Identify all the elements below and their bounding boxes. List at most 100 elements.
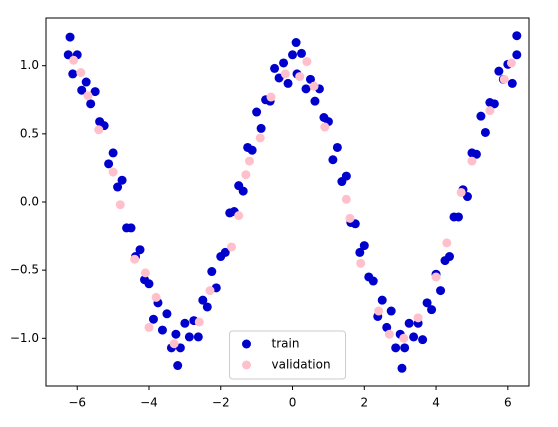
point <box>194 317 204 327</box>
point <box>94 125 104 135</box>
point <box>442 238 452 248</box>
point <box>436 286 446 296</box>
y-tick-label: −0.5 <box>10 263 39 277</box>
point <box>422 298 432 308</box>
x-tick-label: −6 <box>68 396 86 410</box>
point <box>305 74 315 84</box>
point <box>126 223 136 233</box>
point <box>418 335 428 345</box>
point <box>467 156 477 166</box>
legend-label: train <box>272 337 300 351</box>
point <box>113 182 123 192</box>
point <box>356 258 366 268</box>
point <box>485 106 495 116</box>
point <box>68 69 78 79</box>
x-tick-label: 0 <box>289 396 297 410</box>
point <box>413 313 423 323</box>
point <box>404 318 414 328</box>
point <box>399 333 409 343</box>
point <box>476 111 486 121</box>
point <box>81 77 91 87</box>
legend-marker <box>242 339 251 349</box>
point <box>193 332 203 342</box>
point <box>65 32 75 42</box>
point <box>115 200 125 210</box>
point <box>220 247 230 257</box>
point <box>283 78 293 88</box>
point <box>368 276 378 286</box>
point <box>288 50 298 60</box>
point <box>494 66 504 76</box>
point <box>397 363 407 373</box>
point <box>499 74 509 84</box>
point <box>234 211 244 221</box>
point <box>144 279 154 289</box>
point <box>427 305 437 315</box>
point <box>507 78 517 88</box>
point <box>309 81 319 91</box>
point <box>108 148 118 158</box>
point <box>135 245 145 255</box>
point <box>332 142 342 152</box>
x-tick-label: 4 <box>432 396 440 410</box>
point <box>480 127 490 137</box>
point <box>83 91 93 101</box>
point <box>382 322 392 332</box>
point <box>341 171 351 181</box>
point <box>302 57 312 67</box>
point <box>252 107 262 117</box>
y-tick-label: 0.5 <box>20 126 39 140</box>
point <box>171 329 181 339</box>
x-tick-label: 6 <box>504 396 512 410</box>
y-tick-label: 0.0 <box>20 195 39 209</box>
legend-marker <box>242 360 251 370</box>
point <box>359 241 369 251</box>
point <box>280 69 290 79</box>
point <box>471 149 481 159</box>
x-tick-label: −4 <box>140 396 158 410</box>
x-tick-label: 2 <box>360 396 368 410</box>
point <box>151 292 161 302</box>
point <box>386 306 396 316</box>
y-tick-label: 1.0 <box>20 58 39 72</box>
point <box>512 50 522 60</box>
point <box>90 87 100 97</box>
point <box>255 133 265 143</box>
point <box>301 84 311 94</box>
point <box>207 267 217 277</box>
point <box>76 68 86 78</box>
point <box>431 272 441 282</box>
point <box>355 247 365 257</box>
point <box>345 213 355 223</box>
point <box>205 286 215 296</box>
point <box>341 194 351 204</box>
point <box>256 123 266 133</box>
point <box>279 58 289 68</box>
y-tick-label: −1.0 <box>10 331 39 345</box>
point <box>238 186 248 196</box>
point <box>445 252 455 262</box>
point <box>247 145 257 155</box>
point <box>86 99 96 109</box>
point <box>162 309 172 319</box>
point <box>409 332 419 342</box>
legend-label: validation <box>272 358 331 372</box>
point <box>130 254 140 264</box>
point <box>506 58 516 68</box>
point <box>184 332 194 342</box>
point <box>180 318 190 328</box>
point <box>117 175 127 185</box>
point <box>310 96 320 106</box>
point <box>104 159 114 169</box>
point <box>270 63 280 73</box>
point <box>144 322 154 332</box>
point <box>140 268 150 278</box>
point <box>374 306 384 316</box>
point <box>157 325 167 335</box>
point <box>328 155 338 165</box>
point <box>244 156 254 166</box>
point <box>295 72 305 82</box>
point <box>173 361 183 371</box>
point <box>320 122 330 132</box>
point <box>77 85 87 95</box>
